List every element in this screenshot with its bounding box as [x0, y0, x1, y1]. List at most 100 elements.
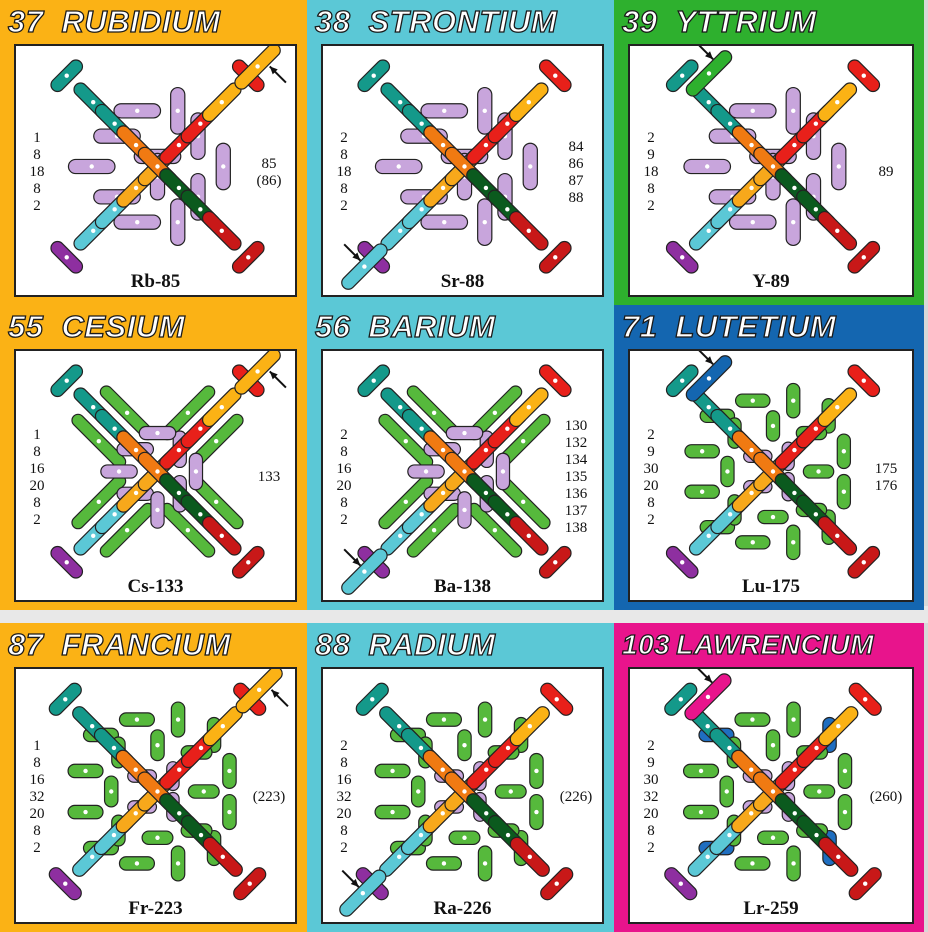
shell-count: 18: [29, 164, 45, 180]
electron-dot: [705, 854, 710, 860]
isotope-masses: 130 132 134 135 136 137 138: [554, 418, 598, 537]
shell-count: 2: [340, 130, 348, 146]
electron-dot: [198, 121, 203, 126]
mass-number: 138: [564, 520, 588, 536]
electron-dot: [213, 499, 219, 505]
electron-dot: [842, 768, 848, 774]
atom-diagram: [665, 46, 881, 274]
electron-dot: [462, 789, 467, 794]
diagonal-arms: [341, 59, 572, 290]
electron-dot: [155, 835, 160, 840]
arrow-icon: [698, 351, 714, 365]
shell-count: 8: [33, 147, 41, 163]
electron-dot: [64, 73, 69, 78]
shell-count: 8: [340, 181, 348, 197]
electron-dot: [725, 469, 730, 474]
electron-dot: [403, 499, 409, 505]
arrow-icon: [341, 869, 360, 888]
electron-dot: [89, 723, 95, 729]
electron-dot: [175, 219, 180, 225]
electron-dot: [371, 73, 376, 78]
electron-dot: [185, 527, 191, 533]
atomic-number: 71: [621, 308, 658, 344]
electron-dot: [526, 228, 531, 233]
shell-count: 2: [647, 840, 655, 856]
element-title: 56 BARIUM: [314, 305, 495, 349]
element-card-y: 39 YTTRIUM 2 9 18 8 2 89 Y-89: [614, 0, 924, 305]
electron-dot: [418, 745, 424, 751]
electron-dot: [791, 108, 796, 114]
element-card-rb: 37 RUBIDIUM 1 8 18 8 2 85 (86) Rb-85: [0, 0, 307, 305]
electron-dot: [750, 108, 755, 114]
electron-dot: [520, 499, 526, 505]
electron-dot: [699, 489, 705, 494]
electron-shells: 2 8 18 8 2: [329, 130, 359, 215]
shell-count: 20: [336, 477, 352, 494]
electron-dot: [419, 426, 424, 431]
shell-count: 2: [33, 511, 41, 528]
electron-dot: [416, 789, 421, 794]
electron-structure: [341, 59, 572, 290]
electron-dot: [520, 438, 526, 444]
atom-diagram: [341, 364, 572, 595]
electron-dot: [841, 449, 847, 454]
diagram-panel: 2 8 18 8 2 84 86 87 88 Sr-88: [321, 44, 604, 297]
electron-dot: [553, 378, 558, 383]
diagram-panel: 2 9 30 20 8 2 175 176 Lu-175: [628, 349, 914, 602]
electron-dot: [505, 832, 511, 838]
element-card-ba: 56 BARIUM 2 8 16 20 8 2 130 132 134 135 136 137 138 Ba-…: [307, 305, 614, 610]
shell-count: 8: [340, 823, 348, 839]
electron-dot: [133, 490, 139, 496]
shell-count: 2: [340, 198, 348, 214]
diagram-panel: 2 9 18 8 2 89 Y-89: [628, 44, 914, 297]
electron-dot: [111, 745, 117, 751]
electron-dot: [418, 832, 424, 838]
electron-dot: [505, 207, 510, 212]
electron-dot: [396, 164, 401, 169]
electron-dot: [483, 142, 489, 148]
electron-dot: [706, 376, 712, 381]
element-title: 39 YTTRIUM: [621, 0, 817, 44]
electron-dot: [749, 767, 754, 772]
electron-dot: [135, 108, 140, 114]
element-name: STRONTIUM: [368, 3, 558, 39]
electron-dot: [483, 447, 489, 453]
element-card-ra: 88 RADIUM 2 8 16 32 20 8 2 (226) Ra-226: [307, 623, 614, 932]
electron-dot: [505, 512, 510, 517]
isotope-masses: (226): [554, 789, 598, 806]
electron-dot: [678, 881, 683, 886]
electron-dot: [390, 809, 395, 815]
element-name: RUBIDIUM: [61, 3, 221, 39]
electron-structure: [341, 364, 572, 595]
electron-dot: [749, 447, 754, 453]
electron-dot: [842, 809, 848, 815]
isotope-label: Rb-85: [130, 271, 181, 292]
electron-dot: [246, 560, 251, 565]
electron-dot: [678, 697, 683, 702]
mass-number: 176: [874, 477, 898, 494]
shell-cluster: [71, 385, 244, 558]
electron-dot: [431, 410, 437, 416]
electron-dot: [749, 490, 754, 496]
electron-dot: [133, 142, 139, 148]
electron-dot: [111, 832, 117, 838]
shell-count: 1: [33, 738, 41, 754]
electron-dot: [835, 533, 840, 538]
electron-dot: [63, 697, 68, 702]
electron-shells: 1 8 18 8 2: [22, 130, 52, 215]
mass-number: 175: [874, 460, 898, 477]
electron-dot: [64, 560, 69, 565]
electron-dot: [419, 121, 424, 126]
isotope-masses: 133: [247, 469, 291, 486]
electron-structure: [50, 351, 287, 579]
electron-dot: [680, 73, 685, 78]
electron-dot: [813, 121, 819, 126]
electron-dot: [680, 560, 685, 565]
isotope-label: Fr-223: [128, 898, 183, 919]
electron-dot: [749, 185, 754, 191]
electron-shells: 1 8 16 32 20 8 2: [22, 738, 52, 857]
diagram-panel: 1 8 18 8 2 85 (86) Rb-85: [14, 44, 297, 297]
electron-dot: [91, 405, 96, 410]
electron-dot: [135, 219, 140, 225]
electron-dot: [482, 717, 488, 722]
